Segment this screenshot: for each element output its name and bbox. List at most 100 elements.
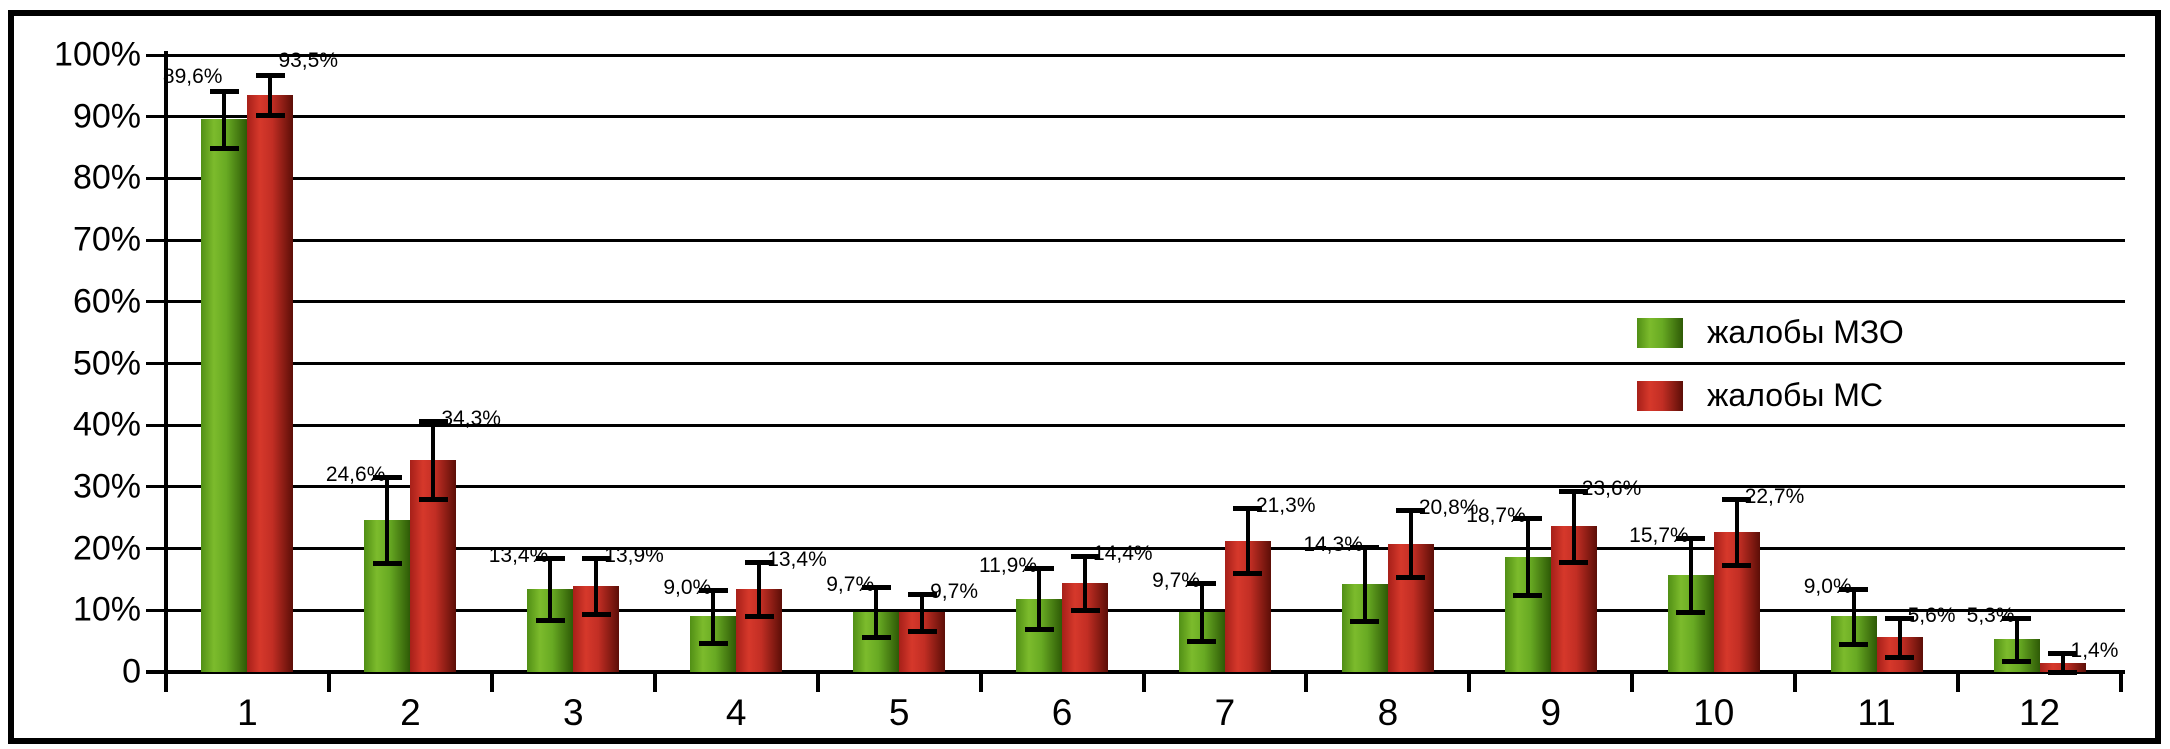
y-tick-label: 30% (72, 467, 141, 506)
error-bar-cap-top (255, 73, 285, 79)
y-tick-label: 60% (72, 282, 141, 321)
error-bar-cap-top (535, 556, 565, 562)
error-bar-cap-bottom (535, 618, 565, 624)
error-bar-cap-top (1722, 497, 1752, 503)
error-bar-cap-top (1187, 581, 1217, 587)
error-bar-line (1525, 518, 1530, 595)
category-label: 7 (1214, 692, 1236, 733)
y-tick-label: 0 (122, 652, 141, 691)
error-bar-cap-top (1513, 516, 1543, 522)
x-axis-tick (1793, 672, 1798, 692)
category-label: 3 (562, 692, 584, 733)
error-bar-cap-bottom (1396, 574, 1426, 580)
value-label: 11,9% (979, 553, 1038, 577)
error-bar-cap-bottom (1676, 610, 1706, 616)
error-bar-line (1037, 567, 1042, 630)
value-label: 9,0% (663, 575, 712, 599)
x-axis-tick (652, 672, 657, 692)
y-tick-label: 70% (72, 220, 141, 259)
x-axis-tick (978, 672, 983, 692)
x-axis-line (146, 670, 2125, 674)
error-bar-cap-bottom (255, 112, 285, 118)
error-bar-cap-top (744, 560, 774, 566)
error-bar-line (594, 558, 599, 614)
x-axis-tick (489, 672, 494, 692)
error-bar-cap-bottom (1722, 562, 1752, 568)
value-label: 24,6% (325, 463, 386, 487)
value-label: 15,7% (1629, 524, 1689, 548)
error-bar-line (1897, 617, 1902, 658)
x-axis-tick (1467, 672, 1472, 692)
gridline (146, 300, 2125, 304)
error-bar-cap-top (372, 475, 402, 481)
legend-item-ms: жалобы МС (1637, 364, 1904, 427)
y-axis-line (164, 51, 168, 691)
error-bar-line (1734, 499, 1739, 565)
value-label: 22,7% (1744, 485, 1805, 509)
error-bar-line (1245, 508, 1250, 573)
error-bar-line (2060, 653, 2065, 672)
error-bar-line (385, 477, 390, 564)
error-bar-cap-bottom (907, 628, 937, 634)
error-bar-cap-top (1233, 506, 1263, 512)
error-bar-cap-top (698, 587, 728, 593)
value-label: 34,3% (441, 407, 501, 431)
error-bar-cap-bottom (1885, 655, 1915, 661)
error-bar-cap-top (418, 419, 448, 425)
error-bar-cap-top (1350, 544, 1380, 550)
error-bar-cap-top (1070, 554, 1100, 559)
y-tick-label: 100% (54, 35, 141, 74)
value-label: 9,7% (930, 579, 978, 603)
error-bar-cap-top (581, 556, 611, 562)
category-label: 10 (1693, 692, 1735, 733)
value-label: 13,4% (488, 544, 549, 568)
legend-item-mzo: жалобы МЗО (1637, 301, 1904, 364)
value-label: 23,6% (1581, 476, 1642, 500)
x-axis-tick (1630, 672, 1635, 692)
value-label: 13,9% (604, 544, 664, 568)
error-bar-cap-top (2048, 651, 2078, 657)
error-bar-cap-bottom (209, 145, 239, 151)
gridline (146, 362, 2125, 365)
error-bar-cap-bottom (2002, 658, 2032, 664)
value-label: 5,3% (1966, 603, 2015, 627)
error-bar-line (1199, 583, 1204, 642)
error-bar-cap-top (861, 585, 891, 591)
gridline (146, 238, 2125, 242)
gridline (146, 423, 2125, 427)
error-bar-line (2014, 617, 2019, 661)
category-label: 12 (2018, 692, 2061, 733)
legend-swatch-mzo-icon (1637, 317, 1683, 348)
value-label: 5,6% (1907, 603, 1956, 627)
error-bar-cap-bottom (744, 614, 774, 620)
error-bar-cap-bottom (1070, 608, 1100, 614)
error-bar-line (222, 90, 227, 148)
y-tick-label: 20% (72, 529, 141, 568)
error-bar-cap-bottom (1024, 627, 1054, 633)
error-bar-cap-top (907, 591, 937, 597)
error-bar-line (1688, 538, 1693, 613)
error-bar-cap-top (1024, 565, 1054, 571)
gridline (146, 115, 2125, 119)
value-label: 13,4% (767, 548, 827, 572)
bar-mzo-1 (201, 119, 248, 672)
y-tick-label: 50% (72, 344, 141, 382)
y-tick-label: 40% (72, 405, 141, 444)
value-label: 14,4% (1093, 542, 1153, 565)
category-label: 4 (725, 692, 747, 733)
error-bar-cap-bottom (581, 612, 611, 617)
error-bar-cap-bottom (1513, 592, 1543, 598)
error-bar-cap-bottom (861, 634, 891, 640)
category-label: 1 (237, 692, 258, 733)
gridline (146, 485, 2125, 489)
error-bar-cap-top (1839, 586, 1869, 592)
error-bar-line (268, 75, 273, 115)
error-bar-cap-bottom (418, 497, 448, 503)
x-axis-tick (815, 672, 820, 692)
error-bar-line (548, 558, 553, 621)
error-bar-cap-bottom (1559, 560, 1589, 566)
x-axis-tick (1956, 672, 1961, 692)
error-bar-cap-bottom (698, 641, 728, 646)
error-bar-cap-top (2002, 615, 2032, 621)
